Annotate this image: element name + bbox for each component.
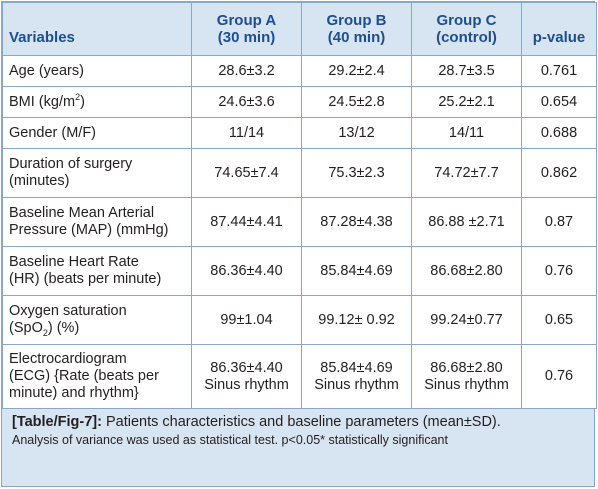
p-value-cell: 0.76 xyxy=(521,344,597,409)
group-b-cell: 99.12± 0.92 xyxy=(301,295,412,345)
group-b-cell: 87.28±4.38 xyxy=(301,197,412,247)
caption-note: Analysis of variance was used as statist… xyxy=(12,433,448,447)
group-a-cell: 86.36±4.40 xyxy=(191,246,302,296)
header-group-c: Group C (control) xyxy=(411,2,522,56)
p-value-cell: 0.688 xyxy=(521,117,597,149)
p-value-cell: 0.654 xyxy=(521,86,597,118)
header-row: Variables Group A (30 min) Group B (40 m… xyxy=(2,2,597,56)
patient-characteristics-table: Variables Group A (30 min) Group B (40 m… xyxy=(2,2,597,409)
group-b-cell: 75.3±2.3 xyxy=(301,148,412,198)
variable-cell: BMI (kg/m2) xyxy=(2,86,192,118)
group-c-cell: 86.68±2.80 Sinus rhythm xyxy=(411,344,522,409)
header-group-b: Group B (40 min) xyxy=(301,2,412,56)
group-b-cell: 13/12 xyxy=(301,117,412,149)
caption-label: [Table/Fig-7]: xyxy=(12,414,102,430)
table-caption: [Table/Fig-7]: Patients characteristics … xyxy=(2,409,594,449)
table-row: Baseline Mean Arterial Pressure (MAP) (m… xyxy=(2,197,597,247)
group-b-cell: 29.2±2.4 xyxy=(301,55,412,87)
variable-cell: Oxygen saturation (SpO2) (%) xyxy=(2,295,192,345)
variable-cell: Age (years) xyxy=(2,55,192,87)
group-b-cell: 85.84±4.69 xyxy=(301,246,412,296)
variable-cell: Gender (M/F) xyxy=(2,117,192,149)
variable-cell: Baseline Heart Rate (HR) (beats per minu… xyxy=(2,246,192,296)
header-group-a: Group A (30 min) xyxy=(191,2,302,56)
table-row: Gender (M/F) 11/14 13/12 14/11 0.688 xyxy=(2,117,597,149)
variable-cell: Duration of surgery (minutes) xyxy=(2,148,192,198)
group-c-cell: 86.68±2.80 xyxy=(411,246,522,296)
p-value-cell: 0.76 xyxy=(521,246,597,296)
header-variables: Variables xyxy=(2,2,192,56)
group-c-cell: 25.2±2.1 xyxy=(411,86,522,118)
group-a-cell: 11/14 xyxy=(191,117,302,149)
caption-text: Patients characteristics and baseline pa… xyxy=(101,414,501,430)
group-c-cell: 14/11 xyxy=(411,117,522,149)
group-c-cell: 74.72±7.7 xyxy=(411,148,522,198)
table-row: Duration of surgery (minutes) 74.65±7.4 … xyxy=(2,148,597,198)
table-row: Electrocardiogram (ECG) {Rate (beats per… xyxy=(2,344,597,409)
group-a-cell: 99±1.04 xyxy=(191,295,302,345)
caption-title: [Table/Fig-7]: Patients characteristics … xyxy=(12,413,586,431)
header-p-value: p-value xyxy=(521,2,597,56)
p-value-cell: 0.65 xyxy=(521,295,597,345)
group-a-cell: 28.6±3.2 xyxy=(191,55,302,87)
table-row: Oxygen saturation (SpO2) (%) 99±1.04 99.… xyxy=(2,295,597,345)
group-a-cell: 24.6±3.6 xyxy=(191,86,302,118)
group-a-cell: 86.36±4.40 Sinus rhythm xyxy=(191,344,302,409)
group-a-cell: 74.65±7.4 xyxy=(191,148,302,198)
table-row: BMI (kg/m2) 24.6±3.6 24.5±2.8 25.2±2.1 0… xyxy=(2,86,597,118)
group-c-cell: 99.24±0.77 xyxy=(411,295,522,345)
table-row: Age (years) 28.6±3.2 29.2±2.4 28.7±3.5 0… xyxy=(2,55,597,87)
p-value-cell: 0.862 xyxy=(521,148,597,198)
p-value-cell: 0.87 xyxy=(521,197,597,247)
group-c-cell: 86.88 ±2.71 xyxy=(411,197,522,247)
group-c-cell: 28.7±3.5 xyxy=(411,55,522,87)
p-value-cell: 0.761 xyxy=(521,55,597,87)
group-b-cell: 24.5±2.8 xyxy=(301,86,412,118)
table-row: Baseline Heart Rate (HR) (beats per minu… xyxy=(2,246,597,296)
group-b-cell: 85.84±4.69 Sinus rhythm xyxy=(301,344,412,409)
group-a-cell: 87.44±4.41 xyxy=(191,197,302,247)
variable-cell: Baseline Mean Arterial Pressure (MAP) (m… xyxy=(2,197,192,247)
variable-cell: Electrocardiogram (ECG) {Rate (beats per… xyxy=(2,344,192,409)
